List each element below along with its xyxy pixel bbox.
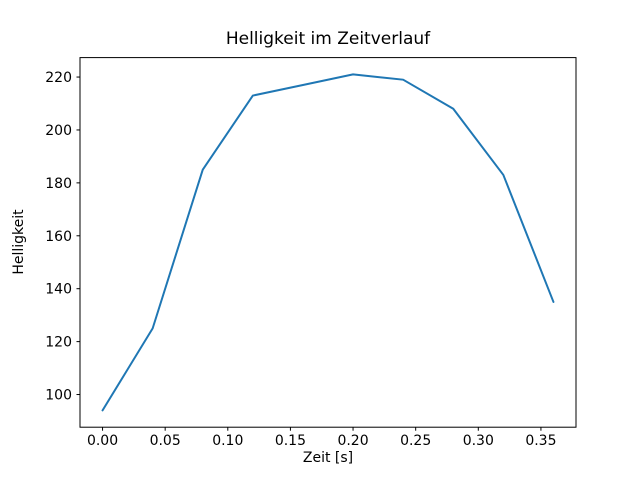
y-axis-label: Helligkeit xyxy=(11,209,27,275)
y-tick-label: 100 xyxy=(45,388,72,404)
y-tick-label: 120 xyxy=(45,335,72,351)
y-tick-label: 160 xyxy=(45,229,72,245)
x-tick-label: 0.05 xyxy=(150,433,181,449)
x-tick-label: 0.10 xyxy=(212,433,243,449)
y-tick-label: 140 xyxy=(45,282,72,298)
x-axis-ticks: 0.00 0.05 0.10 0.15 0.20 0.25 0.30 0.35 xyxy=(87,427,557,449)
y-tick-label: 180 xyxy=(45,176,72,192)
line-series xyxy=(101,73,555,412)
x-tick-label: 0.30 xyxy=(463,433,494,449)
x-axis-label: Zeit [s] xyxy=(303,450,353,466)
y-tick-label: 200 xyxy=(45,123,72,139)
x-tick-label: 0.35 xyxy=(525,433,556,449)
y-tick-label: 220 xyxy=(45,70,72,86)
plot-area xyxy=(79,57,577,428)
x-tick-label: 0.25 xyxy=(400,433,431,449)
x-tick-label: 0.00 xyxy=(87,433,118,449)
y-axis-ticks: 100 120 140 160 180 200 220 xyxy=(45,70,80,404)
x-tick-label: 0.20 xyxy=(337,433,368,449)
brightness-line xyxy=(101,73,555,412)
x-tick-label: 0.15 xyxy=(275,433,306,449)
chart-title: Helligkeit im Zeitverlauf xyxy=(226,29,431,49)
